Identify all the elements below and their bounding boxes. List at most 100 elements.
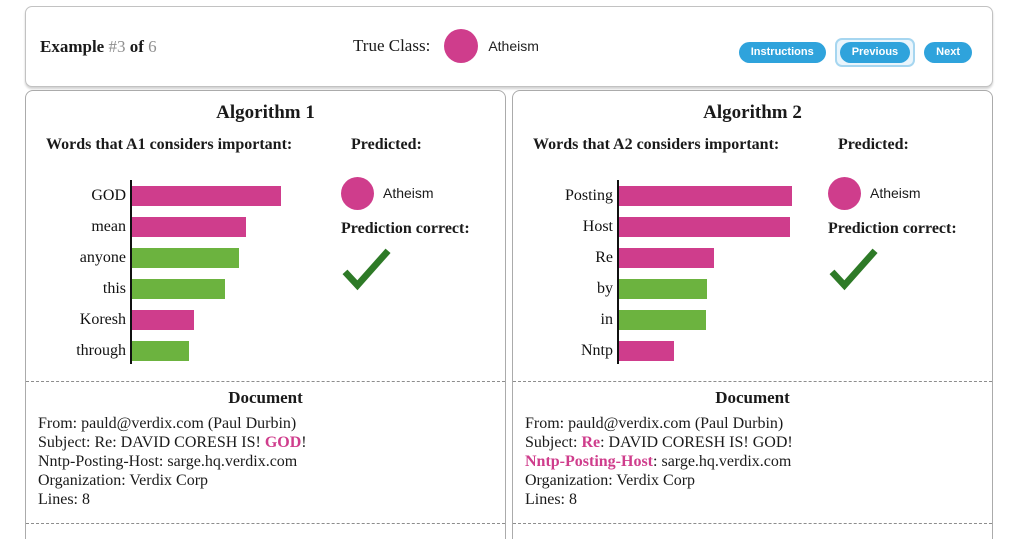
- document-text-segment: Subject: Re: DAVID CORESH IS!: [38, 434, 265, 451]
- bar-label: Nntp: [581, 342, 613, 359]
- true-class-color-dot: [444, 29, 479, 63]
- predicted-block: Atheism Prediction correct:: [828, 176, 988, 296]
- document-text-segment: !: [301, 434, 307, 451]
- bar-row: Posting: [513, 186, 792, 206]
- document-heading: Document: [228, 388, 303, 407]
- predicted-label: Predicted:: [838, 136, 909, 153]
- bar: [619, 186, 792, 206]
- true-class-group: True Class: Atheism: [353, 29, 539, 63]
- bar-row: GOD: [26, 186, 281, 206]
- predicted-class-label: Atheism: [383, 185, 434, 201]
- highlighted-word: Re: [581, 434, 601, 451]
- next-button[interactable]: Next: [924, 42, 972, 63]
- bar-label: in: [600, 311, 613, 328]
- document-line: Organization: Verdix Corp: [525, 471, 984, 490]
- chart-axis: [130, 180, 132, 364]
- bar-label: through: [76, 342, 126, 359]
- example-counter-prefix: Example: [40, 37, 105, 56]
- document-line: Lines: 8: [38, 490, 497, 509]
- bar-label: Koresh: [79, 311, 126, 328]
- bar-label: this: [102, 280, 126, 297]
- bar: [132, 248, 239, 268]
- document-text-segment: : DAVID CORESH IS! GOD!: [600, 434, 793, 451]
- bar: [619, 341, 674, 361]
- true-class-label: True Class:: [353, 36, 431, 55]
- bar: [132, 310, 194, 330]
- bar: [132, 279, 225, 299]
- bar-label: Re: [595, 249, 613, 266]
- bar-label: Posting: [564, 187, 613, 204]
- example-counter-of: of: [129, 37, 144, 56]
- header-bar: Example #3 of 6 True Class: Atheism Inst…: [25, 6, 993, 87]
- true-class-value: Atheism: [488, 38, 539, 54]
- document-text: From: pauld@verdix.com (Paul Durbin) Subj…: [525, 414, 984, 509]
- dashed-divider-bottom: [513, 523, 992, 524]
- predicted-label: Predicted:: [351, 136, 422, 153]
- document-text-segment: Subject:: [525, 434, 582, 451]
- highlighted-word: Nntp-Posting-Host: [525, 453, 654, 470]
- bar-chart: GOD mean anyone this Koresh through: [26, 186, 281, 372]
- highlighted-word: GOD: [264, 434, 302, 451]
- document-text-segment: Lines: 8: [38, 491, 90, 508]
- bar-chart: Posting Host Re by in Nntp: [513, 186, 792, 372]
- example-counter-total: 6: [148, 37, 157, 56]
- words-header: Words that A2 considers important:: [533, 136, 780, 153]
- algorithm-1-panel: Algorithm 1 Words that A1 considers impo…: [25, 90, 506, 539]
- prediction-correct-label: Prediction correct:: [341, 220, 470, 237]
- algorithm-2-panel: Algorithm 2 Words that A2 considers impo…: [512, 90, 993, 539]
- bar-label: mean: [91, 218, 126, 235]
- example-counter-number: #3: [108, 37, 126, 56]
- bar-row: this: [26, 279, 281, 299]
- document-text-segment: Organization: Verdix Corp: [525, 472, 696, 489]
- document-line: From: pauld@verdix.com (Paul Durbin): [38, 414, 497, 433]
- document-line: Nntp-Posting-Host: sarge.hq.verdix.com: [525, 452, 984, 471]
- bar-label: Host: [582, 218, 613, 235]
- document-line: Organization: Verdix Corp: [38, 471, 497, 490]
- bar-row: Re: [513, 248, 792, 268]
- document-text-segment: From: pauld@verdix.com (Paul Durbin): [525, 415, 784, 432]
- document-line: Nntp-Posting-Host: sarge.hq.verdix.com: [38, 452, 497, 471]
- example-counter: Example #3 of 6: [40, 37, 157, 57]
- panel-title: Algorithm 1: [216, 102, 315, 123]
- checkmark-icon: [342, 248, 391, 291]
- bar: [619, 217, 790, 237]
- bar: [132, 217, 246, 237]
- bar: [619, 248, 714, 268]
- predicted-class-row: Atheism: [828, 176, 988, 210]
- bar-row: anyone: [26, 248, 281, 268]
- document-text-segment: Nntp-Posting-Host: sarge.hq.verdix.com: [38, 453, 298, 470]
- bar: [132, 186, 281, 206]
- document-text-segment: Organization: Verdix Corp: [38, 472, 209, 489]
- instructions-button[interactable]: Instructions: [738, 42, 826, 63]
- bar-label: GOD: [91, 187, 126, 204]
- document-line: Subject: Re: DAVID CORESH IS! GOD!: [38, 433, 497, 452]
- bar: [619, 310, 706, 330]
- document-line: Lines: 8: [525, 490, 984, 509]
- predicted-class-label: Atheism: [870, 185, 921, 201]
- panel-title: Algorithm 2: [703, 102, 802, 123]
- previous-button-focus-ring: Previous: [834, 38, 916, 67]
- bar-row: Host: [513, 217, 792, 237]
- bar-label: anyone: [79, 249, 126, 266]
- dashed-divider-bottom: [26, 523, 505, 524]
- chart-axis: [617, 180, 619, 364]
- predicted-class-color-dot: [828, 176, 861, 210]
- document-line: From: pauld@verdix.com (Paul Durbin): [525, 414, 984, 433]
- bar-row: mean: [26, 217, 281, 237]
- bar-row: through: [26, 341, 281, 361]
- document-text-segment: From: pauld@verdix.com (Paul Durbin): [38, 415, 297, 432]
- bar: [132, 341, 189, 361]
- predicted-class-color-dot: [341, 176, 374, 210]
- bar-row: Koresh: [26, 310, 281, 330]
- bar: [619, 279, 707, 299]
- bar-row: in: [513, 310, 792, 330]
- dashed-divider: [513, 381, 992, 382]
- bar-label: by: [597, 280, 613, 297]
- document-text: From: pauld@verdix.com (Paul Durbin) Subj…: [38, 414, 497, 509]
- nav-buttons: Instructions Previous Next: [738, 38, 972, 67]
- bar-row: by: [513, 279, 792, 299]
- previous-button[interactable]: Previous: [839, 42, 911, 63]
- words-header: Words that A1 considers important:: [46, 136, 293, 153]
- document-line: Subject: Re: DAVID CORESH IS! GOD!: [525, 433, 984, 452]
